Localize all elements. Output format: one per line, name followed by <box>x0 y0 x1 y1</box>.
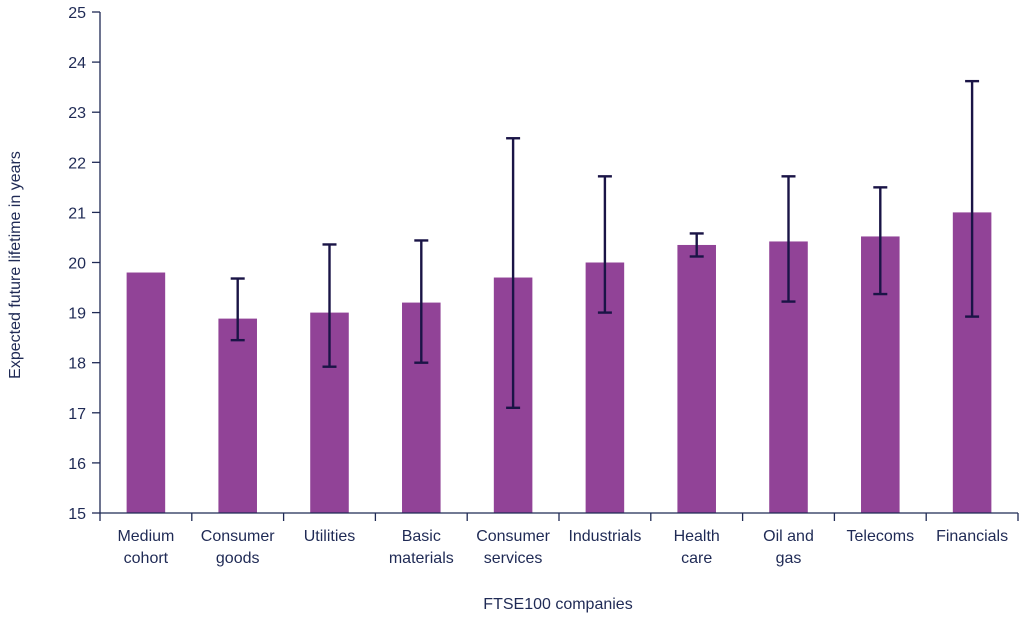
x-tick-label: Financials <box>936 528 1008 545</box>
bar <box>677 244 716 513</box>
y-tick-label: 20 <box>68 256 86 273</box>
error-bar <box>597 175 612 314</box>
y-tick-label: 19 <box>68 306 86 323</box>
error-bar <box>322 243 337 368</box>
y-tick-label: 16 <box>68 456 86 473</box>
bar <box>126 272 166 513</box>
y-tick-label: 24 <box>68 55 86 72</box>
error-bar <box>506 137 521 409</box>
x-tick-label: Oil and gas <box>763 528 814 567</box>
y-tick-label: 23 <box>68 105 86 122</box>
x-tick-label: Utilities <box>304 528 356 545</box>
y-tick-label: 25 <box>68 5 86 22</box>
y-tick-label: 18 <box>68 356 86 373</box>
bar <box>218 318 257 513</box>
x-tick-label: Industrials <box>568 528 641 545</box>
y-tick-label: 17 <box>68 406 86 423</box>
x-tick-label: Health care <box>674 528 720 567</box>
x-tick-label: Basic materials <box>389 528 454 567</box>
error-bars <box>230 79 980 409</box>
bars <box>126 212 992 513</box>
y-axis-title: Expected future lifetime in years <box>7 151 24 379</box>
x-axis-title: FTSE100 companies <box>483 596 632 613</box>
error-bar <box>873 186 888 296</box>
error-bar <box>230 277 245 342</box>
y-axis-ticks: 15 16 17 18 19 20 21 22 23 24 25 <box>68 5 100 523</box>
error-bar <box>414 239 429 364</box>
error-bar <box>965 79 980 318</box>
x-tick-label: Consumer services <box>476 528 550 567</box>
y-tick-label: 15 <box>68 506 86 523</box>
error-bar <box>689 232 704 258</box>
x-tick-label: Medium cohort <box>117 528 174 567</box>
y-tick-label: 21 <box>68 205 86 222</box>
x-axis-labels: Medium cohort Consumer goods Utilities Basic m… <box>117 528 1008 567</box>
x-tick-label: Telecoms <box>847 528 915 545</box>
error-bar <box>781 175 796 303</box>
x-tick-label: Consumer goods <box>201 528 275 567</box>
y-tick-label: 22 <box>68 155 86 172</box>
